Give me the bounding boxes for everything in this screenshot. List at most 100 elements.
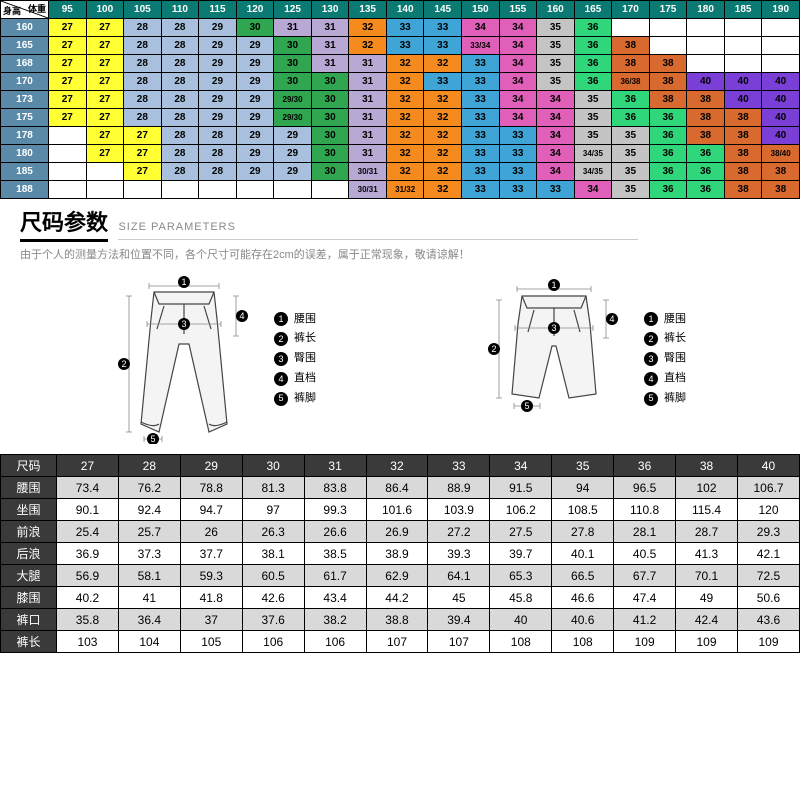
meas-cell: 90.1 — [57, 499, 119, 521]
meas-cell: 103 — [57, 631, 119, 653]
size-cell: 31 — [349, 145, 387, 163]
weight-header: 110 — [161, 1, 199, 19]
size-cell: 28 — [124, 19, 162, 37]
size-cell: 30 — [274, 37, 312, 55]
size-cell: 36 — [649, 163, 687, 181]
meas-cell: 105 — [180, 631, 242, 653]
size-cell: 32 — [424, 55, 462, 73]
meas-cell: 46.6 — [552, 587, 614, 609]
meas-cell: 50.6 — [737, 587, 799, 609]
size-cell — [762, 19, 800, 37]
size-cell: 33 — [462, 55, 500, 73]
meas-cell: 72.5 — [737, 565, 799, 587]
size-cell: 38 — [724, 163, 762, 181]
meas-rowlabel: 大腿 — [1, 565, 57, 587]
size-cell: 29 — [274, 145, 312, 163]
meas-cell: 66.5 — [552, 565, 614, 587]
meas-cell: 106 — [242, 631, 304, 653]
diagram-short-pants: 1 2 3 4 5 1腰围2裤长3臀围4直档5裤脚 — [484, 274, 686, 444]
size-cell: 40 — [762, 91, 800, 109]
size-cell: 31 — [349, 73, 387, 91]
meas-cell: 38.2 — [304, 609, 366, 631]
size-cell: 28 — [161, 145, 199, 163]
legend-item: 1腰围 — [644, 310, 686, 330]
meas-cell: 107 — [428, 631, 490, 653]
size-cell: 35 — [537, 19, 575, 37]
meas-cell: 108 — [490, 631, 552, 653]
size-cell: 31/32 — [386, 181, 424, 199]
size-cell: 34 — [499, 91, 537, 109]
size-cell: 34/35 — [574, 163, 612, 181]
size-cell: 38 — [612, 37, 650, 55]
size-cell — [687, 55, 725, 73]
size-cell: 31 — [349, 127, 387, 145]
size-cell: 32 — [386, 109, 424, 127]
size-cell: 33 — [462, 73, 500, 91]
size-cell: 33 — [499, 127, 537, 145]
meas-cell: 26.6 — [304, 521, 366, 543]
weight-header: 130 — [311, 1, 349, 19]
meas-header: 28 — [118, 455, 180, 477]
meas-cell: 43.6 — [737, 609, 799, 631]
size-cell: 27 — [86, 91, 124, 109]
meas-cell: 106 — [304, 631, 366, 653]
size-cell: 35 — [537, 55, 575, 73]
size-cell: 33 — [499, 181, 537, 199]
size-cell: 36 — [687, 145, 725, 163]
height-header: 180 — [1, 145, 49, 163]
svg-text:1: 1 — [181, 277, 186, 287]
weight-header: 155 — [499, 1, 537, 19]
meas-cell: 39.3 — [428, 543, 490, 565]
meas-cell: 36.4 — [118, 609, 180, 631]
meas-cell: 78.8 — [180, 477, 242, 499]
size-cell: 31 — [349, 91, 387, 109]
size-cell: 29 — [274, 163, 312, 181]
meas-cell: 35.8 — [57, 609, 119, 631]
size-cell: 30 — [311, 109, 349, 127]
size-cell: 35 — [612, 163, 650, 181]
legend-item: 2裤长 — [644, 329, 686, 349]
meas-cell: 109 — [737, 631, 799, 653]
size-cell: 27 — [49, 55, 87, 73]
meas-header: 38 — [676, 455, 738, 477]
svg-text:5: 5 — [150, 434, 155, 444]
size-cell: 29/30 — [274, 91, 312, 109]
section-title-en: SIZE PARAMETERS — [118, 221, 638, 240]
corner-weight: 体重 — [28, 2, 46, 15]
size-cell: 34 — [499, 109, 537, 127]
weight-header: 95 — [49, 1, 87, 19]
weight-header: 185 — [724, 1, 762, 19]
size-cell: 32 — [424, 91, 462, 109]
meas-rowlabel: 裤长 — [1, 631, 57, 653]
size-cell: 27 — [49, 91, 87, 109]
legend-item: 2裤长 — [274, 329, 316, 349]
size-cell: 32 — [386, 145, 424, 163]
svg-text:2: 2 — [121, 359, 126, 369]
size-cell: 30/31 — [349, 163, 387, 181]
size-cell: 36 — [574, 19, 612, 37]
size-cell: 30 — [236, 19, 274, 37]
size-cell: 38 — [649, 55, 687, 73]
size-cell: 32 — [424, 163, 462, 181]
size-cell: 27 — [86, 127, 124, 145]
size-cell: 31 — [311, 55, 349, 73]
meas-cell: 26.3 — [242, 521, 304, 543]
meas-cell: 102 — [676, 477, 738, 499]
size-cell: 28 — [161, 55, 199, 73]
size-cell: 38 — [649, 91, 687, 109]
meas-cell: 104 — [118, 631, 180, 653]
meas-rowlabel: 膝围 — [1, 587, 57, 609]
size-cell — [236, 181, 274, 199]
weight-header: 135 — [349, 1, 387, 19]
legend-item: 5裤脚 — [274, 389, 316, 409]
size-cell: 33 — [386, 37, 424, 55]
meas-cell: 39.7 — [490, 543, 552, 565]
meas-cell: 58.1 — [118, 565, 180, 587]
size-cell: 27 — [86, 55, 124, 73]
meas-cell: 28.7 — [676, 521, 738, 543]
size-cell: 29 — [236, 163, 274, 181]
size-cell — [724, 19, 762, 37]
size-cell — [124, 181, 162, 199]
meas-cell: 99.3 — [304, 499, 366, 521]
weight-header: 125 — [274, 1, 312, 19]
